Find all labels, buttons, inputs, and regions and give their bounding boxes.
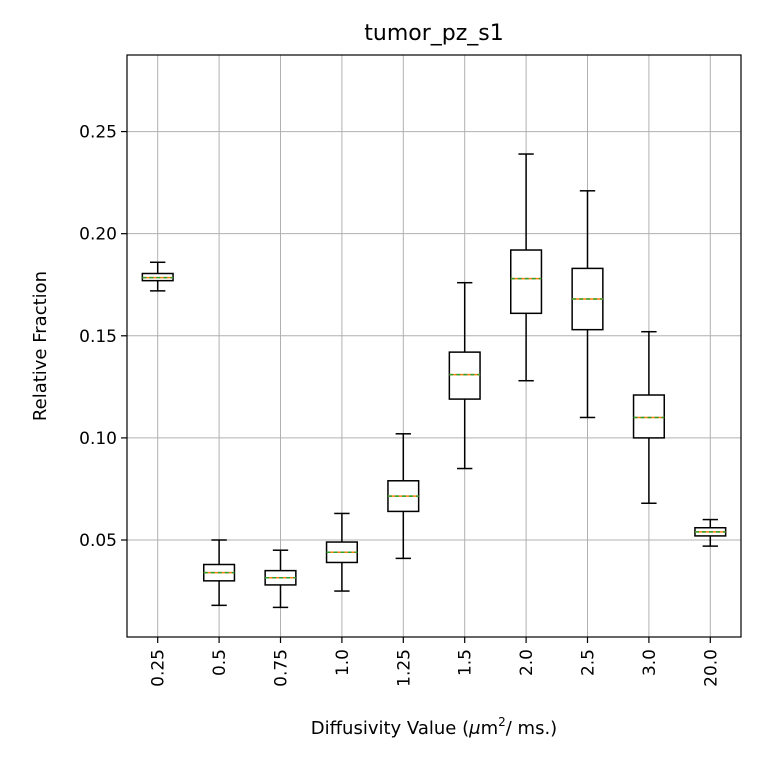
chart-title: tumor_pz_s1 — [364, 21, 503, 46]
x-tick-label: 20.0 — [701, 649, 721, 687]
box-0.25 — [141, 261, 174, 292]
box-2.5 — [571, 190, 604, 419]
x-tick-label: 0.25 — [149, 649, 169, 687]
x-tick-label: 1.0 — [333, 649, 353, 676]
box-0.75 — [264, 549, 297, 609]
boxes-layer — [141, 153, 727, 609]
box-body — [448, 351, 481, 400]
x-axis-ticks: 0.25 0.5 0.75 1.0 1.25 1.5 2.0 2.5 3.0 20.0 — [149, 637, 721, 687]
y-tick-label: 0.20 — [79, 225, 117, 245]
x-tick-label: 1.5 — [456, 649, 476, 676]
box-1.25 — [387, 433, 420, 560]
x-axis-label-sup: 2 — [498, 715, 506, 729]
y-axis-label: Relative Fraction — [30, 271, 51, 421]
y-tick-label: 0.10 — [79, 429, 117, 449]
box-body — [632, 394, 665, 439]
x-tick-label: 2.5 — [579, 649, 599, 676]
x-axis-label: Diffusivity Value (μm2/ ms.) — [311, 715, 557, 739]
plot-frame — [126, 54, 742, 638]
box-0.5 — [203, 539, 236, 607]
box-1.5 — [448, 281, 481, 470]
x-axis-label-mu: μ — [468, 718, 480, 739]
y-tick-label: 0.15 — [79, 327, 117, 347]
y-tick-label: 0.25 — [79, 123, 117, 143]
box-2.0 — [510, 153, 543, 382]
x-axis-label-unit: m — [481, 718, 499, 739]
box-1.0 — [325, 512, 358, 592]
box-20.0 — [694, 518, 727, 547]
x-tick-label: 1.25 — [394, 649, 414, 687]
x-axis-label-suffix: / ms.) — [506, 718, 557, 739]
x-tick-label: 0.75 — [272, 649, 292, 687]
x-tick-label: 2.0 — [517, 649, 537, 676]
x-tick-label: 0.5 — [210, 649, 230, 676]
box-body — [510, 249, 543, 315]
y-axis-ticks: 0.05 0.10 0.15 0.20 0.25 — [79, 123, 127, 551]
box-3.0 — [632, 330, 665, 504]
x-tick-label: 3.0 — [640, 649, 660, 676]
y-tick-label: 0.05 — [79, 531, 117, 551]
x-axis-label-prefix: Diffusivity Value ( — [311, 718, 469, 739]
